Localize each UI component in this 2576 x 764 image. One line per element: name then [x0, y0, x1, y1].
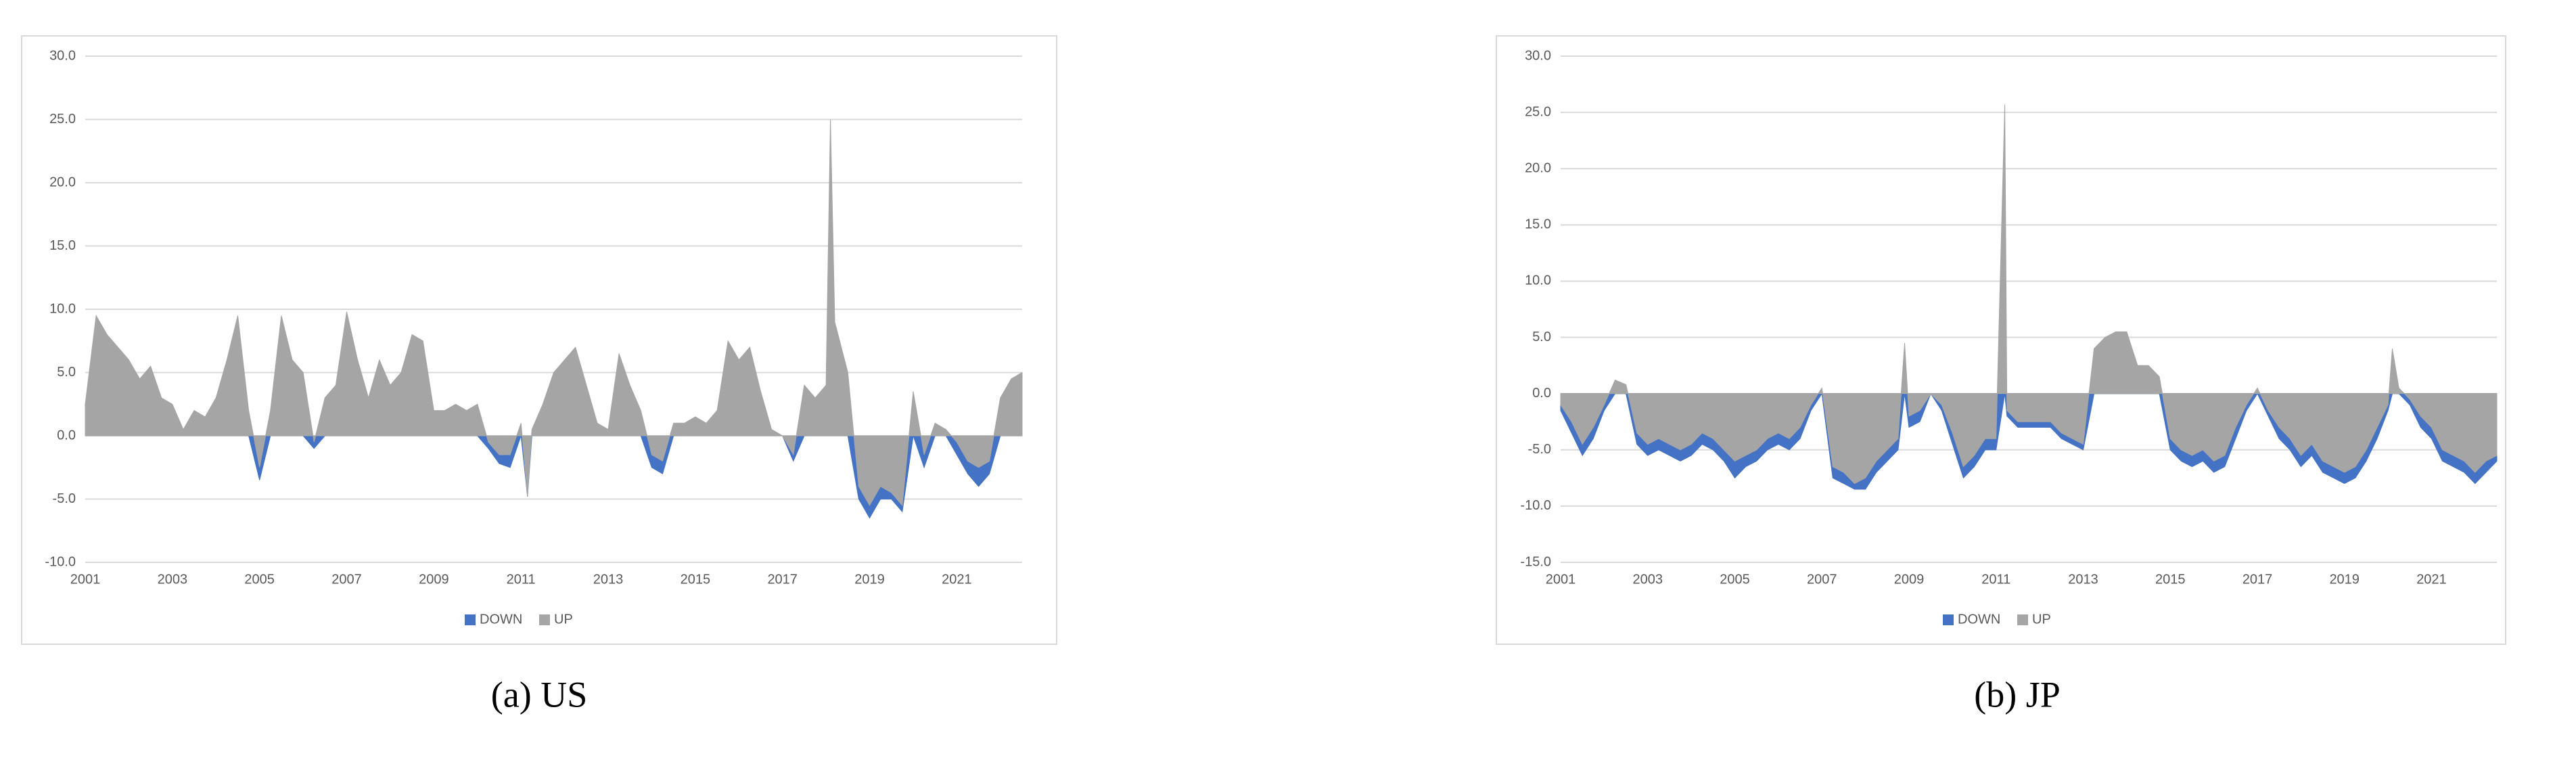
x-tick-label: 2017 — [767, 572, 798, 587]
x-tick-label: 2019 — [2329, 572, 2360, 587]
caption: (b) JP — [1974, 674, 2061, 715]
y-tick-label: -10.0 — [45, 554, 76, 569]
legend-label: UP — [554, 612, 573, 627]
x-tick-label: 2005 — [244, 572, 275, 587]
legend-label: DOWN — [1958, 612, 2000, 627]
legend-swatch — [465, 614, 476, 625]
x-tick-label: 2001 — [70, 572, 101, 587]
x-tick-label: 2003 — [158, 572, 188, 587]
y-tick-label: 20.0 — [49, 175, 76, 189]
y-tick-label: -15.0 — [1520, 554, 1551, 569]
y-tick-label: -10.0 — [1520, 498, 1551, 513]
legend-label: DOWN — [480, 612, 522, 627]
x-tick-label: 2003 — [1632, 572, 1663, 587]
y-tick-label: 25.0 — [49, 112, 76, 127]
y-tick-label: 5.0 — [57, 365, 76, 380]
y-tick-label: 0.0 — [57, 428, 76, 443]
x-tick-label: 2013 — [2068, 572, 2098, 587]
x-tick-label: 2007 — [1807, 572, 1837, 587]
x-tick-label: 2001 — [1546, 572, 1576, 587]
legend-swatch — [539, 614, 550, 625]
legend-swatch — [2017, 614, 2028, 625]
x-tick-label: 2011 — [1981, 572, 2010, 587]
x-tick-label: 2015 — [681, 572, 711, 587]
y-tick-label: 25.0 — [1525, 104, 1551, 119]
y-tick-label: 10.0 — [49, 301, 76, 316]
y-tick-label: 30.0 — [49, 48, 76, 63]
x-tick-label: 2021 — [2416, 572, 2447, 587]
x-tick-label: 2009 — [419, 572, 449, 587]
chart-frame — [21, 35, 1057, 645]
x-tick-label: 2021 — [942, 572, 972, 587]
x-tick-label: 2017 — [2242, 572, 2273, 587]
x-tick-label: 2009 — [1894, 572, 1925, 587]
y-tick-label: -5.0 — [53, 491, 76, 506]
y-tick-label: 10.0 — [1525, 273, 1551, 288]
y-tick-label: 15.0 — [1525, 217, 1551, 232]
x-tick-label: 2007 — [331, 572, 362, 587]
area — [85, 119, 1023, 507]
caption: (a) US — [491, 674, 587, 715]
x-tick-label: 2011 — [507, 572, 536, 587]
legend-label: UP — [2032, 612, 2051, 627]
legend-swatch — [1943, 614, 1954, 625]
x-tick-label: 2015 — [2155, 572, 2186, 587]
y-tick-label: 15.0 — [49, 238, 76, 253]
y-tick-label: 0.0 — [1532, 386, 1551, 401]
x-tick-label: 2019 — [854, 572, 885, 587]
y-tick-label: 30.0 — [1525, 48, 1551, 63]
y-tick-label: 5.0 — [1532, 330, 1551, 344]
x-tick-label: 2005 — [1720, 572, 1750, 587]
x-tick-label: 2013 — [593, 572, 624, 587]
area — [1560, 104, 2498, 485]
y-tick-label: 20.0 — [1525, 161, 1551, 176]
y-tick-label: -5.0 — [1528, 442, 1551, 457]
